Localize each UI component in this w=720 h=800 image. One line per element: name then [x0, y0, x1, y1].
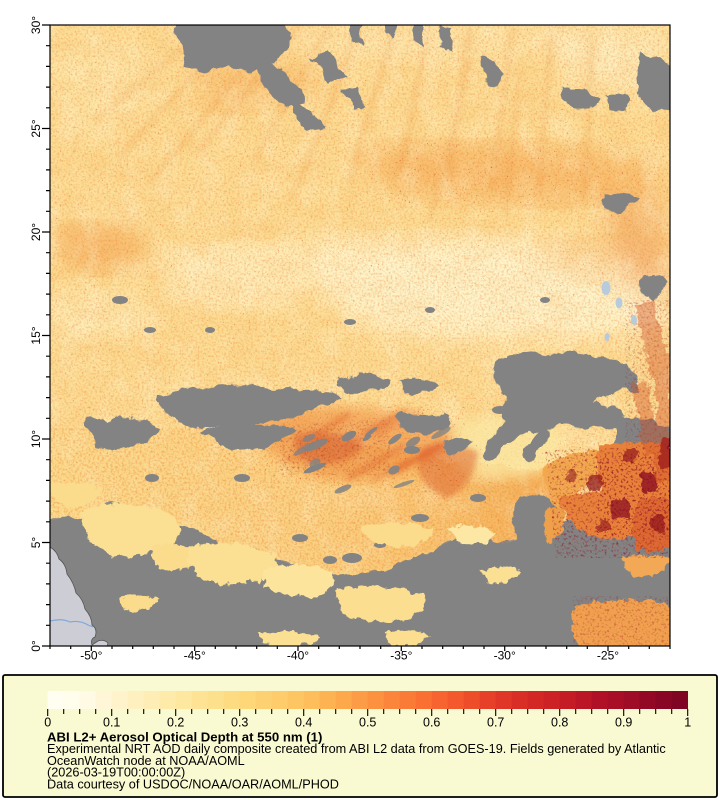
- svg-text:OceanWatch node at NOAA/AOML: OceanWatch node at NOAA/AOML: [47, 754, 245, 768]
- svg-text:15°: 15°: [29, 326, 43, 344]
- svg-text:Experimental NRT AOD daily com: Experimental NRT AOD daily composite cre…: [47, 742, 666, 756]
- svg-text:0.7: 0.7: [487, 716, 504, 730]
- svg-text:-40°: -40°: [287, 649, 309, 663]
- svg-text:0: 0: [44, 716, 51, 730]
- svg-text:0.5: 0.5: [359, 716, 376, 730]
- svg-text:0.3: 0.3: [231, 716, 248, 730]
- svg-text:ABI L2+ Aerosol Optical Depth: ABI L2+ Aerosol Optical Depth at 550 nm …: [47, 730, 322, 745]
- svg-text:0.2: 0.2: [167, 716, 184, 730]
- svg-text:Data courtesy of USDOC/NOAA/OA: Data courtesy of USDOC/NOAA/OAR/AOML/PHO…: [47, 777, 339, 791]
- svg-text:-30°: -30°: [494, 649, 516, 663]
- svg-text:0.8: 0.8: [551, 716, 568, 730]
- svg-text:-25°: -25°: [597, 649, 619, 663]
- svg-text:1: 1: [684, 716, 691, 730]
- svg-text:0.1: 0.1: [103, 716, 120, 730]
- svg-text:0.9: 0.9: [615, 716, 632, 730]
- svg-text:0.4: 0.4: [295, 716, 312, 730]
- svg-text:30°: 30°: [29, 16, 43, 34]
- svg-text:5°: 5°: [29, 537, 43, 549]
- svg-text:0.6: 0.6: [423, 716, 440, 730]
- svg-text:-45°: -45°: [184, 649, 206, 663]
- svg-text:10°: 10°: [29, 430, 43, 448]
- svg-text:25°: 25°: [29, 119, 43, 137]
- svg-text:0°: 0°: [29, 640, 43, 652]
- svg-text:-35°: -35°: [390, 649, 412, 663]
- svg-text:20°: 20°: [29, 223, 43, 241]
- svg-text:-50°: -50°: [80, 649, 102, 663]
- svg-text:(2026-03-19T00:00:00Z): (2026-03-19T00:00:00Z): [47, 766, 185, 780]
